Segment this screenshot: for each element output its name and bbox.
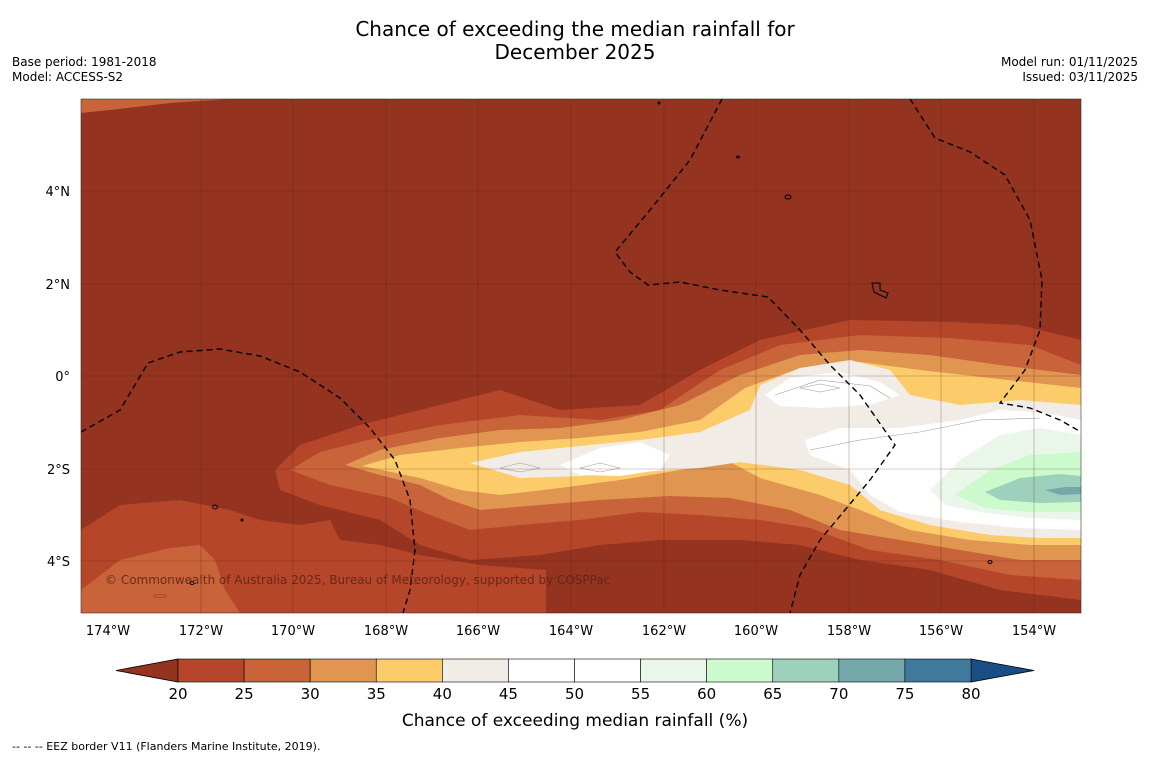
issued-date: Issued: 03/11/2025 [1022, 70, 1138, 84]
lon-tick-label: 154°W [1012, 624, 1056, 639]
band-70-75 [1045, 487, 1081, 495]
colorbar-label: Chance of exceeding median rainfall (%) [402, 711, 748, 731]
title-line-2: December 2025 [494, 40, 656, 64]
lat-tick-label: 2°S [47, 463, 70, 478]
lon-tick-label: 160°W [734, 624, 778, 639]
colorbar-tick-label: 60 [697, 685, 716, 703]
colorbar-tick-label: 25 [235, 685, 254, 703]
model-name: Model: ACCESS-S2 [12, 70, 124, 84]
chart-title: Chance of exceeding the median rainfall … [0, 18, 1150, 64]
colorbar-tick-label: 70 [829, 685, 848, 703]
lon-tick-label: 172°W [179, 624, 223, 639]
colorbar-low-extend [115, 658, 179, 683]
lat-tick-label: 4°S [47, 555, 70, 570]
lon-tick-label: 170°W [271, 624, 315, 639]
title-line-1: Chance of exceeding the median rainfall … [355, 17, 795, 41]
copyright-notice: © Commonwealth of Australia 2025, Bureau… [105, 573, 610, 587]
lon-tick-label: 164°W [549, 624, 593, 639]
topleft-band [81, 99, 230, 113]
colorbar-swatch [442, 658, 509, 683]
lon-tick-label: 168°W [364, 624, 408, 639]
colorbar-swatch [772, 658, 840, 683]
band-65-70 [985, 474, 1081, 503]
colorbar-swatch [243, 658, 311, 683]
model-run: Model run: 01/11/2025 [1000, 55, 1138, 69]
colorbar-tick-label: 65 [763, 685, 782, 703]
eez-borders [81, 99, 1081, 613]
longitude-labels: 174°W 172°W 170°W 168°W 166°W 164°W 162°W 160°W… [86, 624, 1056, 639]
contour-field: © Commonwealth of Australia 2025, Bureau… [81, 99, 1081, 613]
map-frame [80, 98, 1082, 614]
lat-tick-label: 0° [55, 370, 70, 385]
colorbar-swatch [640, 658, 707, 683]
lat-tick-label: 4°N [46, 185, 71, 200]
lat-tick-label: 2°N [46, 278, 71, 293]
band-white-west [560, 442, 670, 476]
colorbar-tick-label: 50 [565, 685, 584, 703]
colorbar-tick-label: 45 [499, 685, 518, 703]
colorbar-tick-label: 75 [895, 685, 914, 703]
lower-left-30 [81, 545, 240, 613]
colorbar-swatch [838, 658, 906, 683]
meta-left: Base period: 1981-2018 Model: ACCESS-S2 [12, 55, 157, 85]
colorbar-swatch [309, 658, 377, 683]
lon-tick-label: 156°W [919, 624, 963, 639]
colorbar-swatch [177, 658, 245, 683]
colorbar-tick-label: 30 [301, 685, 320, 703]
colorbar: 20 25 30 35 40 45 50 55 60 65 70 75 80 [115, 658, 1035, 703]
base-period: Base period: 1981-2018 [12, 55, 157, 69]
lon-tick-label: 162°W [642, 624, 686, 639]
lon-tick-label: 166°W [456, 624, 500, 639]
colorbar-high-extend [970, 658, 1035, 683]
islands [153, 101, 993, 598]
thin-contours [499, 379, 1041, 473]
graticule [81, 99, 1081, 613]
meta-right: Model run: 01/11/2025 Issued: 03/11/2025 [1001, 55, 1138, 85]
lon-tick-label: 174°W [86, 624, 130, 639]
colorbar-tick-label: 20 [168, 685, 187, 703]
colorbar-tick-label: 55 [631, 685, 650, 703]
colorbar-swatch [574, 658, 641, 683]
band-white-north [765, 372, 900, 408]
colorbar-swatch [706, 658, 774, 683]
colorbar-swatch [904, 658, 972, 683]
colorbar-swatch [508, 658, 575, 683]
colorbar-tick-label: 40 [433, 685, 452, 703]
eez-footnote: -- -- -- EEZ border V11 (Flanders Marine… [12, 740, 321, 753]
lon-tick-label: 158°W [827, 624, 871, 639]
colorbar-tick-label: 80 [961, 685, 980, 703]
colorbar-swatch [375, 658, 443, 683]
latitude-labels: 4°N 2°N 0° 2°S 4°S [46, 185, 71, 570]
colorbar-tick-label: 35 [367, 685, 386, 703]
